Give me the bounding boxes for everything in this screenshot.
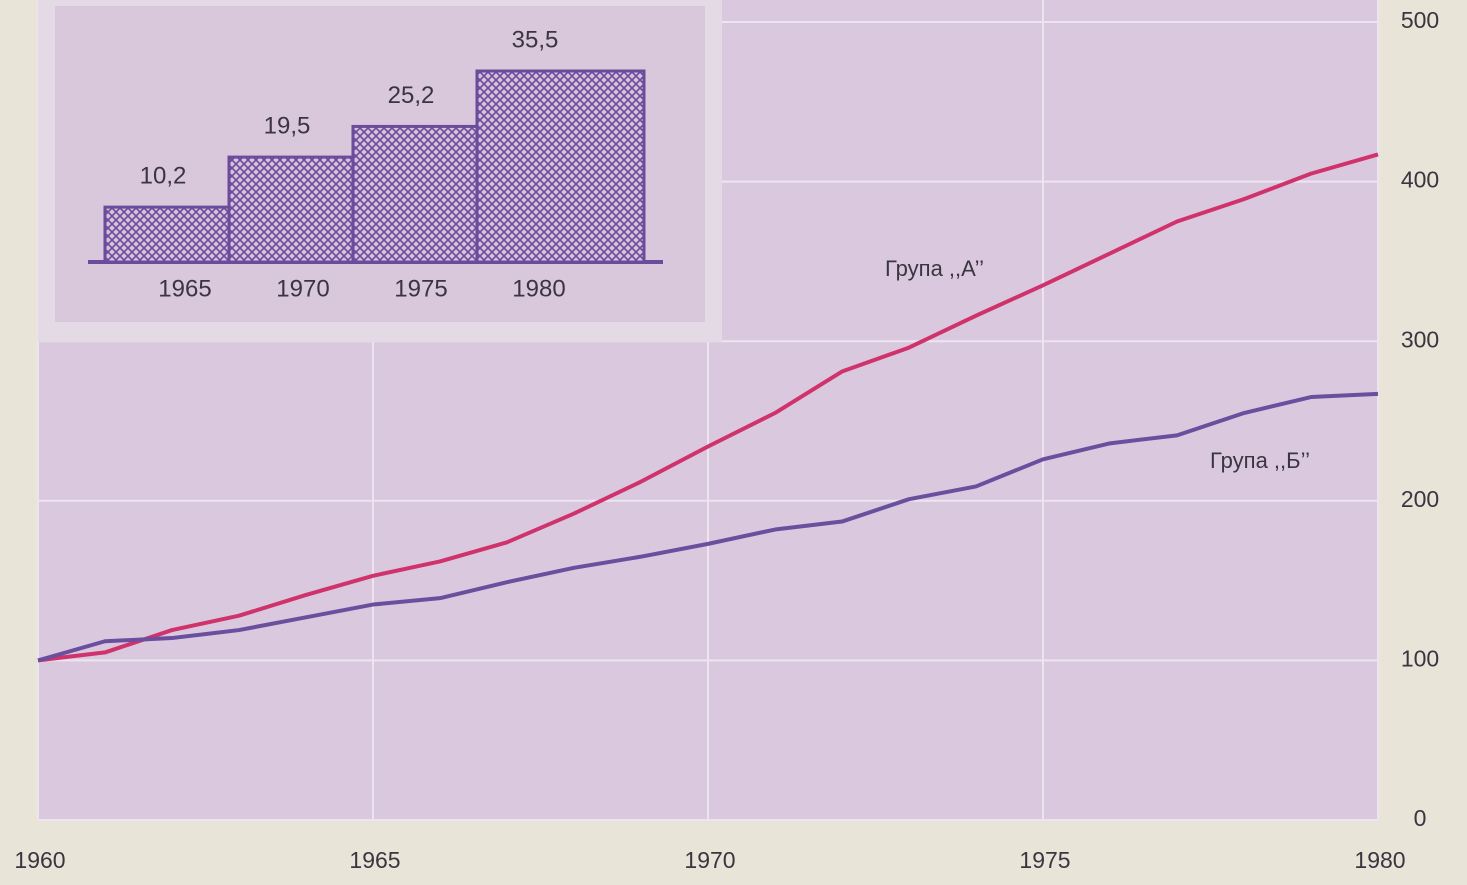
y-tick-label: 400 bbox=[1401, 167, 1439, 193]
x-tick-label: 1970 bbox=[684, 847, 735, 873]
bar-value-label: 10,2 bbox=[140, 162, 187, 189]
bar-category-label: 1980 bbox=[512, 275, 565, 302]
bar-category-label: 1975 bbox=[394, 275, 447, 302]
series-line bbox=[37, 391, 1379, 663]
series-label: Група ,,А’’ bbox=[885, 256, 984, 281]
bar-value-label: 35,5 bbox=[512, 26, 559, 53]
y-tick-label: 300 bbox=[1401, 326, 1439, 352]
series-label: Група ,,Б’’ bbox=[1210, 448, 1310, 473]
y-tick-label: 500 bbox=[1401, 7, 1439, 33]
lines bbox=[37, 152, 1379, 663]
y-tick-label: 100 bbox=[1401, 645, 1439, 671]
bar bbox=[475, 69, 646, 264]
inset-chart: 10,2 1965 19,5 1970 25,2 1975 35,5 1980 bbox=[88, 26, 663, 302]
x-tick-label: 1980 bbox=[1354, 847, 1405, 873]
x-tick-label: 1975 bbox=[1019, 847, 1070, 873]
bar-category-label: 1965 bbox=[158, 275, 211, 302]
series-line bbox=[37, 152, 1379, 663]
y-tick-label: 200 bbox=[1401, 486, 1439, 512]
bar-category-label: 1970 bbox=[276, 275, 329, 302]
x-tick-label: 1965 bbox=[349, 847, 400, 873]
x-tick-label: 1960 bbox=[14, 847, 65, 873]
y-tick-label: 0 bbox=[1414, 805, 1427, 831]
bar-value-label: 25,2 bbox=[388, 82, 435, 109]
labels: 0 100 200 300 400 500 1960 1965 1970 1975 1980 Груп… bbox=[14, 7, 1439, 873]
bar-value-label: 19,5 bbox=[264, 112, 311, 139]
